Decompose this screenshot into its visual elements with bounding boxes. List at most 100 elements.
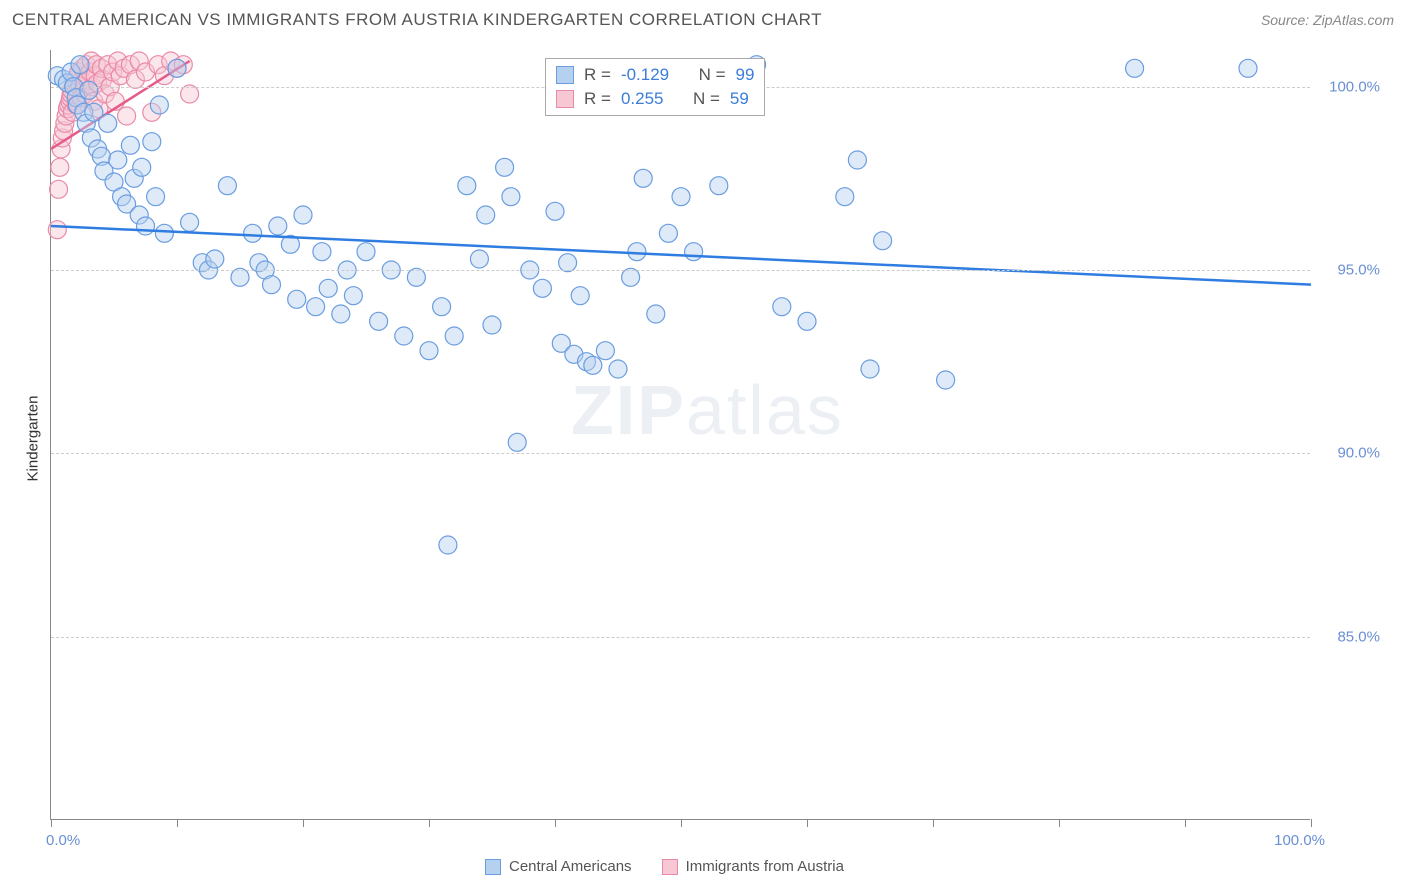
legend-item-blue: Central Americans: [485, 858, 632, 875]
data-point: [470, 250, 488, 268]
x-tick: [429, 819, 430, 827]
data-point: [710, 177, 728, 195]
correlation-stats-box: R = -0.129 N = 99 R = 0.255 N = 59: [545, 58, 765, 116]
x-tick: [51, 819, 52, 827]
n-value-pink: 59: [730, 89, 749, 109]
x-tick: [1059, 819, 1060, 827]
data-point: [672, 188, 690, 206]
data-point: [50, 180, 68, 198]
data-point: [622, 268, 640, 286]
swatch-blue-icon: [485, 859, 501, 875]
data-point: [502, 188, 520, 206]
x-tick: [177, 819, 178, 827]
data-point: [483, 316, 501, 334]
stats-row-pink: R = 0.255 N = 59: [556, 87, 754, 111]
data-point: [319, 279, 337, 297]
swatch-pink-icon: [662, 859, 678, 875]
data-point: [133, 158, 151, 176]
x-tick: [681, 819, 682, 827]
data-point: [508, 433, 526, 451]
data-point: [571, 287, 589, 305]
data-point: [118, 107, 136, 125]
x-tick: [1185, 819, 1186, 827]
data-point: [439, 536, 457, 554]
n-label: N =: [699, 65, 726, 85]
r-label: R =: [584, 65, 611, 85]
data-point: [288, 290, 306, 308]
data-point: [147, 188, 165, 206]
data-point: [109, 151, 127, 169]
stats-row-blue: R = -0.129 N = 99: [556, 63, 754, 87]
data-point: [496, 158, 514, 176]
data-point: [244, 224, 262, 242]
data-point: [861, 360, 879, 378]
data-point: [609, 360, 627, 378]
y-tick-label: 95.0%: [1320, 262, 1380, 279]
data-point: [584, 356, 602, 374]
data-point: [407, 268, 425, 286]
data-point: [1239, 59, 1257, 77]
swatch-pink-icon: [556, 90, 574, 108]
data-point: [628, 243, 646, 261]
data-point: [458, 177, 476, 195]
data-point: [218, 177, 236, 195]
n-label: N =: [693, 89, 720, 109]
data-point: [80, 81, 98, 99]
data-point: [559, 254, 577, 272]
data-point: [332, 305, 350, 323]
data-point: [155, 224, 173, 242]
data-point: [848, 151, 866, 169]
data-point: [773, 298, 791, 316]
data-point: [294, 206, 312, 224]
n-value-blue: 99: [736, 65, 755, 85]
data-point: [231, 268, 249, 286]
data-point: [143, 133, 161, 151]
r-value-pink: 0.255: [621, 89, 664, 109]
data-point: [168, 59, 186, 77]
gridline: [51, 270, 1310, 271]
data-point: [546, 202, 564, 220]
x-label-right: 100.0%: [1274, 832, 1325, 849]
data-point: [420, 342, 438, 360]
data-point: [433, 298, 451, 316]
data-point: [121, 136, 139, 154]
x-tick: [1311, 819, 1312, 827]
swatch-blue-icon: [556, 66, 574, 84]
gridline: [51, 453, 1310, 454]
data-point: [137, 217, 155, 235]
data-point: [874, 232, 892, 250]
x-tick: [555, 819, 556, 827]
data-point: [659, 224, 677, 242]
data-point: [344, 287, 362, 305]
x-label-left: 0.0%: [46, 832, 80, 849]
data-point: [685, 243, 703, 261]
legend-item-pink: Immigrants from Austria: [662, 858, 844, 875]
data-point: [181, 213, 199, 231]
legend: Central Americans Immigrants from Austri…: [485, 858, 844, 875]
data-point: [71, 56, 89, 74]
data-point: [150, 96, 168, 114]
data-point: [798, 312, 816, 330]
data-point: [1126, 59, 1144, 77]
legend-label-pink: Immigrants from Austria: [686, 858, 844, 875]
data-point: [181, 85, 199, 103]
x-tick: [807, 819, 808, 827]
data-point: [836, 188, 854, 206]
data-point: [634, 169, 652, 187]
data-point: [533, 279, 551, 297]
chart-title: CENTRAL AMERICAN VS IMMIGRANTS FROM AUST…: [12, 10, 822, 30]
data-point: [357, 243, 375, 261]
source-label: Source: ZipAtlas.com: [1261, 12, 1394, 28]
r-label: R =: [584, 89, 611, 109]
y-tick-label: 100.0%: [1320, 78, 1380, 95]
data-point: [596, 342, 614, 360]
chart-svg: [51, 50, 1310, 819]
legend-label-blue: Central Americans: [509, 858, 632, 875]
gridline: [51, 637, 1310, 638]
data-point: [395, 327, 413, 345]
data-point: [206, 250, 224, 268]
r-value-blue: -0.129: [621, 65, 669, 85]
data-point: [269, 217, 287, 235]
y-axis-title: Kindergarten: [24, 396, 41, 482]
data-point: [263, 276, 281, 294]
